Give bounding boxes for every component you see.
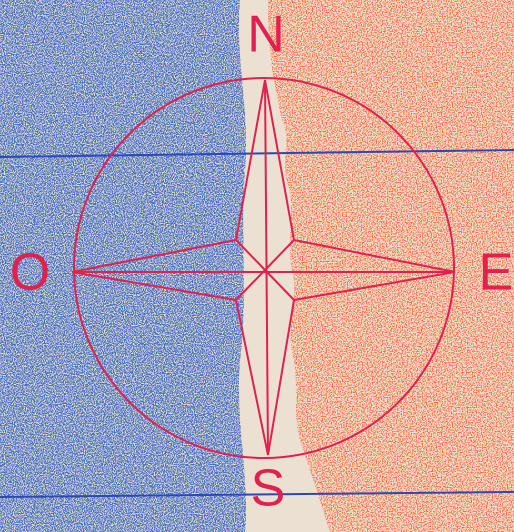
latitude-line	[0, 491, 514, 498]
north-label: N	[247, 6, 285, 64]
compass-circle	[73, 77, 455, 459]
east-label: E	[479, 244, 514, 302]
sea-texture	[0, 0, 247, 532]
south-label: S	[251, 460, 286, 518]
land-texture	[268, 0, 514, 532]
west-label: O	[10, 244, 50, 302]
compass-diagonal	[235, 239, 295, 301]
latitude-line	[0, 149, 514, 158]
compass-rose	[71, 77, 456, 459]
